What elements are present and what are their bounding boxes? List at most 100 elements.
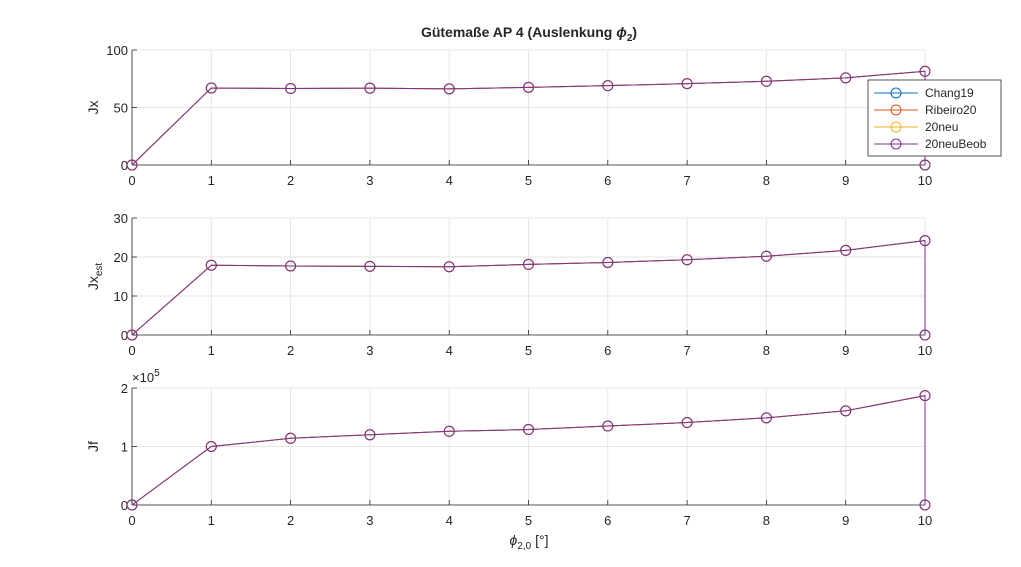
data-point	[919, 390, 931, 402]
x-tick-label: 9	[842, 173, 849, 188]
data-point	[840, 72, 852, 84]
x-tick-label: 4	[446, 343, 453, 358]
series-20neubeob	[126, 390, 931, 511]
x-tick-label: 8	[763, 173, 770, 188]
x-tick-label: 5	[525, 513, 532, 528]
x-tick-label: 10	[918, 173, 932, 188]
series-20neubeob	[126, 235, 931, 341]
y-tick-label: 20	[114, 250, 128, 265]
x-tick-label: 1	[208, 343, 215, 358]
x-tick-label: 5	[525, 173, 532, 188]
figure-title: Gütemaße AP 4 (Auslenkung ϕ2)	[421, 24, 637, 44]
x-tick-label: 0	[128, 173, 135, 188]
data-point	[523, 81, 534, 93]
series-line	[131, 240, 926, 336]
data-point	[285, 260, 297, 272]
x-tick-label: 2	[287, 343, 294, 358]
x-tick-label: 8	[763, 343, 770, 358]
x-tick-label: 0	[128, 343, 135, 358]
data-point	[364, 429, 376, 441]
x-tick-label: 4	[446, 513, 453, 528]
data-point	[681, 417, 693, 429]
data-point	[126, 499, 138, 511]
data-point	[364, 82, 376, 94]
x-tick-label: 7	[683, 343, 690, 358]
y-axis-label: Jxest	[85, 263, 105, 291]
x-tick-label: 8	[763, 513, 770, 528]
data-point	[760, 412, 772, 424]
series-20neubeob	[126, 65, 931, 171]
data-point	[602, 80, 614, 92]
x-tick-label: 10	[918, 513, 932, 528]
data-point	[760, 75, 772, 87]
y-axis-label: Jf	[85, 441, 101, 452]
data-point	[681, 78, 693, 90]
data-point	[205, 259, 217, 271]
series-line	[131, 70, 926, 166]
legend: Chang19 Ribeiro20 20neu 20neuBeob	[867, 79, 1002, 157]
x-tick-label: 9	[842, 513, 849, 528]
data-point	[285, 83, 297, 95]
data-point	[602, 256, 614, 268]
data-point	[919, 329, 931, 341]
subplot-jx-est: 0 1 2 3 4 5 6 7 8 9 10 0 10 20 30 Jxest	[85, 211, 932, 358]
data-point	[523, 258, 534, 270]
x-axis-label: ϕ2,0 [°]	[510, 532, 549, 552]
data-point	[919, 159, 931, 171]
data-point	[205, 441, 217, 452]
data-point	[760, 250, 772, 262]
x-tick-label: 4	[446, 173, 453, 188]
subplot-jf: 0 1 2 3 4 5 6 7 8 9 10 0 1 2 ×105 Jf	[85, 368, 932, 528]
x-tick-label: 2	[287, 173, 294, 188]
data-point	[443, 83, 455, 95]
legend-marker-icon	[890, 87, 902, 99]
y-tick-label: 2	[121, 381, 128, 396]
data-point	[840, 244, 852, 256]
x-tick-label: 6	[604, 513, 611, 528]
data-point	[840, 405, 852, 417]
y-tick-label: 0	[121, 498, 128, 513]
y-tick-label: 1	[121, 440, 128, 455]
data-point	[919, 65, 931, 77]
legend-label: 20neuBeob	[925, 137, 987, 151]
series-line	[131, 395, 926, 506]
legend-marker-icon	[890, 104, 902, 116]
x-tick-label: 10	[918, 343, 932, 358]
data-point	[919, 499, 931, 511]
y-axis-label: Jx	[85, 101, 101, 115]
data-point	[523, 424, 534, 436]
data-point	[205, 82, 217, 94]
x-tick-label: 1	[208, 513, 215, 528]
legend-entry-chang19: Chang19	[874, 86, 974, 100]
data-point	[285, 432, 297, 444]
y-tick-label: 10	[114, 289, 128, 304]
data-point	[364, 260, 376, 272]
data-point	[126, 329, 138, 341]
legend-marker-icon	[890, 121, 902, 133]
x-tick-label: 9	[842, 343, 849, 358]
data-point	[443, 261, 455, 273]
x-tick-label: 2	[287, 513, 294, 528]
y-exponent-label: ×105	[132, 368, 160, 385]
legend-label: Ribeiro20	[925, 103, 977, 117]
x-tick-label: 7	[683, 173, 690, 188]
y-tick-label: 100	[106, 43, 128, 58]
legend-label: Chang19	[925, 86, 974, 100]
legend-entry-20neubeob: 20neuBeob	[874, 137, 987, 151]
y-tick-label: 0	[121, 328, 128, 343]
x-tick-label: 7	[683, 513, 690, 528]
x-tick-label: 6	[604, 343, 611, 358]
legend-marker-icon	[890, 138, 902, 150]
data-point	[602, 420, 614, 432]
x-tick-label: 5	[525, 343, 532, 358]
x-tick-label: 3	[366, 173, 373, 188]
x-tick-label: 0	[128, 513, 135, 528]
x-tick-label: 3	[366, 343, 373, 358]
x-tick-label: 3	[366, 513, 373, 528]
data-point	[919, 235, 931, 247]
legend-entry-ribeiro20: Ribeiro20	[874, 103, 977, 117]
data-point	[443, 425, 455, 437]
y-tick-label: 0	[121, 158, 128, 173]
